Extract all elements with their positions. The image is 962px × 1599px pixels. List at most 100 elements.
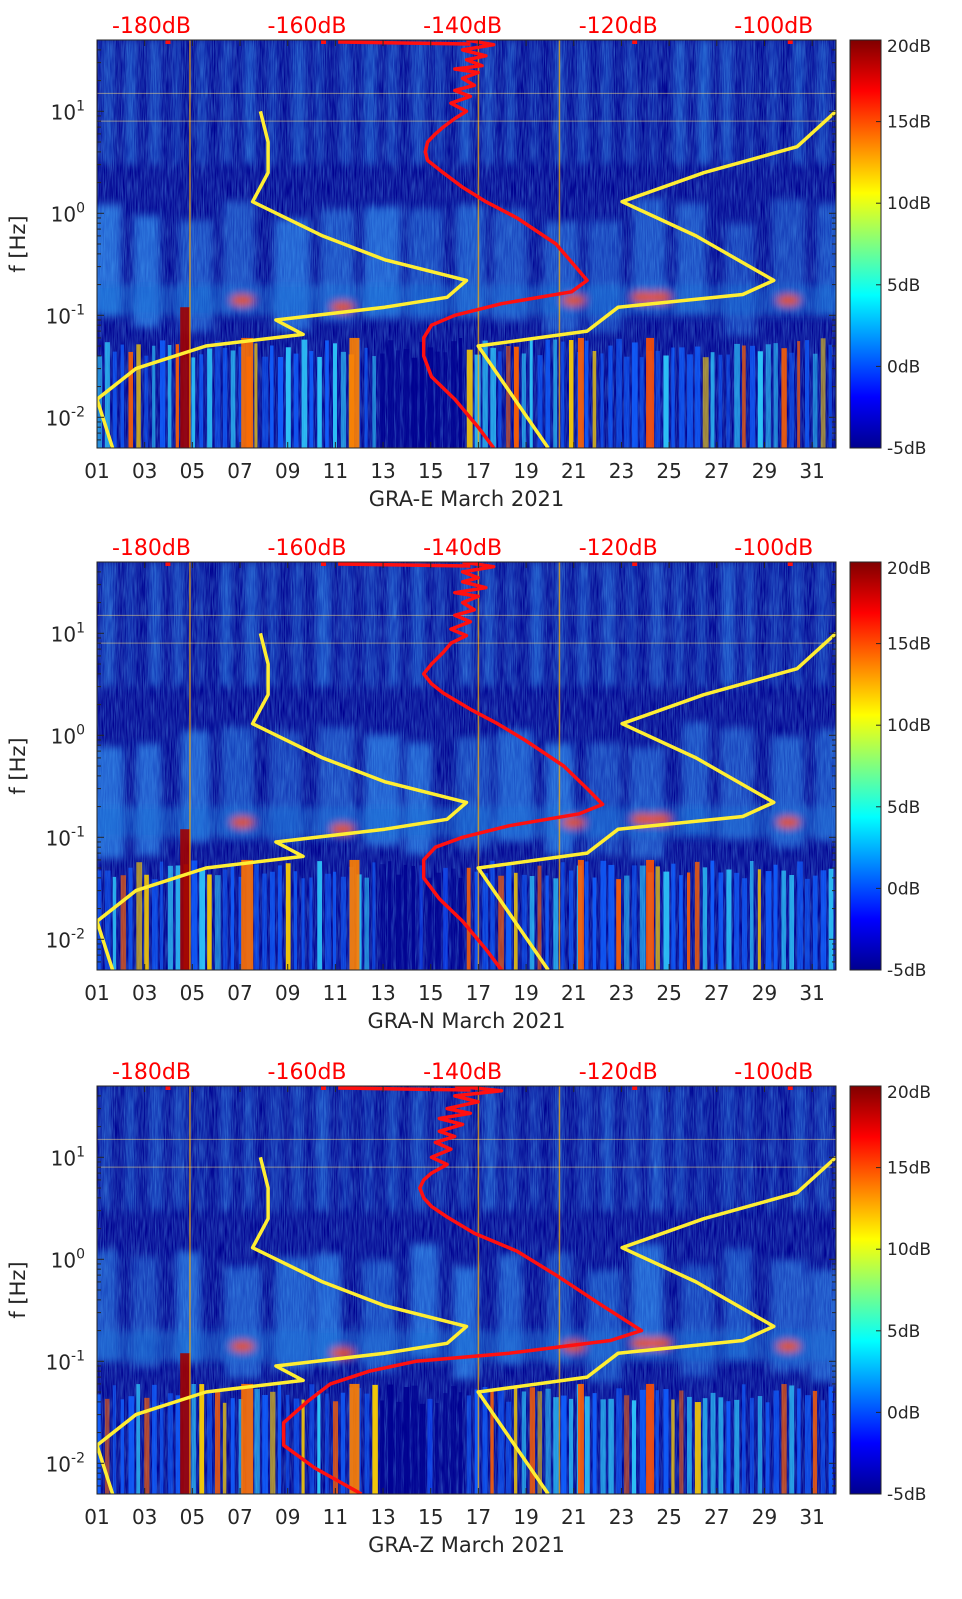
x-tick-label: 25 <box>656 981 681 1005</box>
x-tick-label: 23 <box>609 1505 634 1529</box>
colorbar-tick-label: 5dB <box>887 1322 920 1342</box>
x-tick-label: 01 <box>84 1505 109 1529</box>
top-db-label: -180dB <box>112 14 191 39</box>
x-tick-label: 29 <box>752 981 777 1005</box>
top-marker <box>632 40 638 44</box>
model-curve-0 <box>421 562 605 970</box>
colorbar-tick-label: 0dB <box>887 357 920 377</box>
spectrogram-plot <box>97 562 836 970</box>
x-tick-label: 09 <box>275 459 300 483</box>
y-tick-label: 100 <box>51 722 85 748</box>
y-tick-label: 101 <box>51 620 85 646</box>
x-tick-label: 03 <box>132 459 157 483</box>
colorbar-tick-label: 10dB <box>887 1240 931 1260</box>
top-marker <box>165 1086 171 1090</box>
x-tick-label: 25 <box>656 1505 681 1529</box>
x-tick-label: 21 <box>561 1505 586 1529</box>
top-marker <box>321 562 327 566</box>
x-tick-label: 17 <box>466 1505 491 1529</box>
bound-curve-2 <box>476 1156 836 1494</box>
x-tick-label: 21 <box>561 981 586 1005</box>
x-tick-label: 01 <box>84 459 109 483</box>
colorbar-tick-label: 20dB <box>887 37 931 57</box>
colorbar <box>850 40 881 448</box>
x-tick-label: 17 <box>466 981 491 1005</box>
y-tick-label: 10-1 <box>46 824 85 850</box>
x-tick-label: 03 <box>132 1505 157 1529</box>
top-db-label: -140dB <box>423 1060 502 1085</box>
y-tick-label: 10-2 <box>46 1450 85 1476</box>
top-marker <box>787 1086 793 1090</box>
x-tick-label: 15 <box>418 981 443 1005</box>
x-tick-label: 09 <box>275 1505 300 1529</box>
colorbar-frame <box>849 561 882 971</box>
y-tick-label: 10-1 <box>46 302 85 328</box>
top-db-label: -120dB <box>579 1060 658 1085</box>
top-db-label: -100dB <box>734 14 813 39</box>
top-db-label: -100dB <box>734 1060 813 1085</box>
y-axis-title: f [Hz] <box>6 737 30 794</box>
bound-curve-1 <box>97 1156 469 1494</box>
top-db-label: -160dB <box>268 1060 347 1085</box>
x-tick-label: 19 <box>513 981 538 1005</box>
x-tick-label: 21 <box>561 459 586 483</box>
y-axis-title: f [Hz] <box>6 1261 30 1318</box>
bound-curve-1 <box>97 110 469 448</box>
x-tick-label: 27 <box>704 1505 729 1529</box>
colorbar-tick-label: 5dB <box>887 276 920 296</box>
x-axis-title: GRA-Z March 2021 <box>368 1533 565 1557</box>
x-tick-label: 13 <box>370 1505 395 1529</box>
x-tick-label: 07 <box>227 981 252 1005</box>
model-curve-cap <box>338 562 471 568</box>
x-tick-label: 23 <box>609 459 634 483</box>
y-tick-label: 101 <box>51 98 85 124</box>
colorbar-tick-label: 10dB <box>887 716 931 736</box>
top-db-label: -180dB <box>112 1060 191 1085</box>
colorbar-tick-label: 5dB <box>887 798 920 818</box>
x-tick-label: 25 <box>656 459 681 483</box>
top-marker <box>787 562 793 566</box>
x-tick-label: 13 <box>370 459 395 483</box>
top-db-label: -120dB <box>579 14 658 39</box>
x-tick-label: 29 <box>752 459 777 483</box>
x-tick-label: 01 <box>84 981 109 1005</box>
colorbar-tick-label: -5dB <box>887 439 926 459</box>
x-tick-label: 05 <box>180 459 205 483</box>
x-tick-label: 07 <box>227 459 252 483</box>
top-marker <box>321 40 327 44</box>
y-axis-title: f [Hz] <box>6 215 30 272</box>
x-tick-label: 27 <box>704 981 729 1005</box>
y-tick-label: 10-1 <box>46 1348 85 1374</box>
y-tick-label: 101 <box>51 1144 85 1170</box>
top-db-label: -120dB <box>579 536 658 561</box>
x-tick-label: 17 <box>466 459 491 483</box>
x-tick-label: 09 <box>275 981 300 1005</box>
colorbar-tick-label: 15dB <box>887 635 931 655</box>
top-db-label: -140dB <box>423 536 502 561</box>
x-tick-label: 31 <box>799 1505 824 1529</box>
top-db-label: -160dB <box>268 536 347 561</box>
colorbar <box>850 1086 881 1494</box>
top-marker <box>632 1086 638 1090</box>
panel-gra-n: 01 03 05 07 09 11 13 15 17 19 21 23 25 27 29 31 10-2 10-1… <box>6 536 931 1033</box>
colorbar-tick-label: 15dB <box>887 113 931 133</box>
colorbar-tick-label: 0dB <box>887 1403 920 1423</box>
colorbar-tick-label: -5dB <box>887 1485 926 1505</box>
colorbar-tick-label: 20dB <box>887 1083 931 1103</box>
top-db-label: -180dB <box>112 536 191 561</box>
x-tick-label: 11 <box>323 1505 348 1529</box>
panel-gra-e: 01 03 05 07 09 11 13 15 17 19 21 23 25 27 29 31 10-2 10-1… <box>6 14 931 511</box>
x-tick-label: 11 <box>323 981 348 1005</box>
x-tick-label: 31 <box>799 981 824 1005</box>
bound-curve-1 <box>97 632 469 970</box>
ambient-noise <box>97 40 836 336</box>
colorbar-tick-label: 0dB <box>887 879 920 899</box>
model-curve-cap <box>338 40 471 46</box>
x-tick-label: 27 <box>704 459 729 483</box>
top-db-label: -140dB <box>423 14 502 39</box>
x-tick-label: 29 <box>752 1505 777 1529</box>
bound-curve-2 <box>476 110 836 448</box>
model-curve-0 <box>421 40 589 448</box>
colorbar-tick-label: 10dB <box>887 194 931 214</box>
